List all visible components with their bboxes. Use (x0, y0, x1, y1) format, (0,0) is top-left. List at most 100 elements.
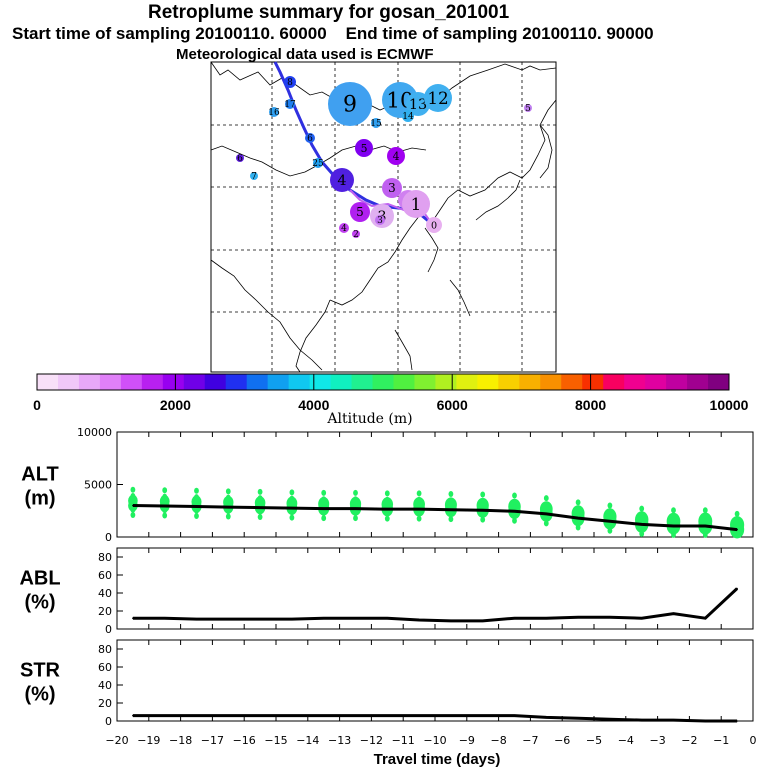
x-tick-label: −11 (392, 734, 415, 747)
panel-frame (116, 431, 754, 538)
map-point-label: 0 (431, 220, 437, 231)
altitude-blob (384, 515, 390, 522)
altitude-blob (159, 495, 170, 508)
altitude-blob (734, 510, 740, 517)
map-point-marker (285, 99, 295, 109)
data-point (322, 507, 325, 510)
altitude-blob (321, 496, 327, 503)
altitude-blob (257, 488, 263, 495)
data-point (322, 617, 325, 619)
colorbar-swatch (120, 374, 143, 390)
colorbar-swatch (183, 374, 206, 390)
data-point (513, 510, 516, 513)
map-point-marker (355, 139, 373, 157)
map-points: 9101312817161514654425321530423765 (236, 76, 532, 240)
data-point (736, 720, 738, 722)
data-point (640, 523, 643, 526)
start-time-label: Start time of sampling 20100110. 60000 (12, 24, 327, 43)
map-point: 4 (330, 168, 354, 192)
map-point: 0 (426, 217, 442, 233)
altitude-blob (384, 490, 390, 497)
data-point (163, 617, 166, 619)
data-point (450, 620, 452, 622)
map-point: 2 (352, 230, 360, 240)
sampling-times: Start time of sampling 20100110. 60000 E… (12, 24, 768, 44)
altitude-blob (575, 505, 581, 512)
colorbar-swatch (666, 374, 688, 390)
altitude-blob (480, 516, 486, 523)
colorbar-swatch (456, 374, 478, 390)
data-point (163, 505, 166, 507)
map-point: 3 (382, 178, 402, 198)
map-point: 3 (375, 215, 385, 226)
x-tick-label: −20 (105, 734, 128, 747)
map-point-marker (426, 217, 442, 233)
y-tick-label: 0 (105, 531, 112, 544)
map-point-marker (313, 158, 323, 168)
chart-title: Retroplume summary for gosan_201001 (148, 2, 510, 23)
altitude-blob (130, 511, 136, 518)
x-tick-label: −13 (328, 734, 351, 747)
map-point-marker (350, 202, 370, 222)
map-point-marker (524, 104, 532, 112)
altitude-blob (321, 489, 327, 496)
colorbar-swatch (204, 374, 227, 390)
data-point (291, 618, 293, 620)
altitude-blob (543, 501, 549, 508)
x-tick-label: −17 (201, 734, 224, 747)
y-tick-label: 20 (98, 605, 112, 618)
map-point-label: 4 (341, 224, 347, 234)
data-point (736, 587, 738, 590)
x-tick-labels: −20 −19 −18 −17 −16 −15 −14 −13 −12 −11 −10 −9 −8 −7−… (105, 734, 756, 747)
x-tick-label: −1 (713, 734, 729, 747)
panel-1: 0 20 40 60 80 ABL (%) (19, 547, 754, 636)
altitude-blob (512, 498, 517, 505)
data-point (609, 616, 611, 619)
data-point (195, 618, 198, 620)
map-point-label: 13 (409, 97, 427, 113)
y-tick-label: 5000 (84, 479, 112, 492)
data-point (386, 617, 389, 619)
x-tick-label: −18 (169, 734, 192, 747)
map-point-label: 8 (287, 78, 293, 88)
x-tick-label: −5 (586, 734, 602, 747)
altitude-blob (384, 496, 390, 503)
map-point: 15 (370, 118, 382, 129)
colorbar-tick-label: 6000 (437, 397, 468, 413)
altitude-blob (575, 499, 581, 506)
colorbar-swatch (78, 374, 101, 390)
map-point-label: 16 (268, 108, 280, 118)
data-point (672, 525, 675, 527)
y-tick-label: 80 (98, 551, 112, 564)
altitude-blob (162, 493, 168, 500)
map-point-marker (284, 76, 296, 88)
colorbar-swatch (225, 374, 248, 390)
colorbar-tick-label: 2000 (160, 397, 191, 413)
colorbar-swatch (603, 374, 625, 390)
data-point (354, 617, 357, 619)
colorbar-swatch (708, 374, 730, 390)
map-point: 6 (236, 154, 244, 164)
map-point-label: 2 (353, 230, 359, 240)
data-point (259, 618, 261, 620)
data-point (640, 617, 643, 619)
colorbar-swatch (267, 374, 290, 390)
data-point (259, 714, 261, 717)
map-point-label: 12 (427, 88, 448, 108)
x-tick-label: −12 (360, 734, 383, 747)
end-time-label: End time of sampling 20100110. 90000 (345, 24, 654, 43)
altitude-blob (607, 502, 613, 509)
altitude-blob (289, 495, 295, 502)
data-point (418, 508, 420, 510)
data-point (545, 513, 548, 515)
data-point (450, 508, 452, 511)
data-point (418, 619, 420, 621)
map-point: 4 (339, 223, 349, 234)
data-point (577, 616, 579, 619)
altitude-blob (353, 515, 358, 522)
map-point-label: 5 (361, 142, 368, 155)
series-line (132, 587, 739, 623)
data-point (577, 517, 579, 519)
altitude-blob (512, 517, 517, 524)
map-point-label: 4 (337, 173, 346, 189)
